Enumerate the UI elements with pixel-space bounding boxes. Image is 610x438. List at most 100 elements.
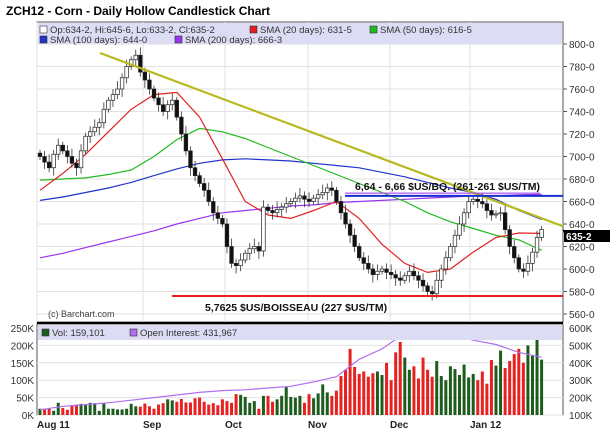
candle-filled — [270, 210, 275, 214]
volume-bar — [289, 396, 293, 415]
candle-filled — [183, 133, 189, 152]
volume-bar — [325, 392, 329, 415]
volume-bar — [43, 408, 47, 415]
candle-filled — [507, 229, 512, 247]
volume-bar — [175, 401, 179, 415]
candle-filled — [265, 206, 271, 211]
candle-hollow — [461, 212, 467, 225]
candle-hollow — [297, 195, 303, 199]
volume-bar — [421, 357, 425, 415]
volume-bar — [61, 408, 65, 415]
candle-filled — [475, 198, 480, 202]
volume-bar — [316, 393, 320, 415]
volume-bar — [88, 402, 92, 415]
candle-hollow — [284, 203, 289, 208]
candle-hollow — [534, 237, 540, 253]
candle-hollow — [434, 279, 439, 295]
x-tick-label: Oct — [225, 420, 242, 431]
candle-filled — [46, 161, 52, 169]
volume-y-tick-label: 200K — [11, 341, 35, 352]
volume-bar — [517, 348, 521, 415]
volume-bar — [120, 409, 124, 415]
candle-hollow — [252, 246, 257, 250]
volume-bar — [494, 365, 498, 415]
candle-filled — [502, 212, 508, 230]
x-tick-label: Nov — [308, 420, 327, 431]
volume-bar — [321, 384, 325, 415]
y-tick-label: 560-0 — [569, 310, 595, 321]
volume-bar — [302, 402, 306, 415]
volume-bar — [230, 402, 234, 415]
volume-bar — [207, 404, 211, 415]
volume-bar — [157, 404, 161, 415]
candle-filled — [343, 212, 348, 225]
volume-bar — [65, 409, 69, 415]
candle-filled — [151, 88, 157, 99]
volume-bar — [480, 371, 484, 415]
y-tick-label: 720-0 — [569, 130, 595, 141]
volume-bar — [271, 401, 275, 415]
volume-bar — [467, 377, 471, 415]
candle-filled — [370, 268, 376, 275]
volume-bar — [147, 406, 151, 415]
volume-bar — [453, 369, 457, 415]
volume-bar — [312, 398, 316, 415]
candle-hollow — [51, 153, 56, 169]
candle-filled — [516, 257, 521, 270]
candle-filled — [338, 201, 344, 214]
volume-bar — [74, 404, 78, 415]
candle-hollow — [133, 54, 138, 61]
y-tick-label: 680-0 — [569, 175, 595, 186]
candle-hollow — [439, 268, 444, 281]
volume-bar — [225, 401, 229, 415]
volume-bar — [353, 366, 357, 415]
volume-y-tick-label: 100K — [11, 376, 35, 387]
candle-hollow — [106, 99, 111, 110]
candle-hollow — [165, 104, 170, 112]
candle-hollow — [530, 251, 535, 264]
x-tick-label: Jan 12 — [470, 420, 502, 431]
candle-hollow — [101, 108, 106, 124]
volume-bar — [403, 357, 407, 415]
volume-bar — [102, 403, 106, 415]
legend-sma100: SMA (100 days): 644-0 — [50, 35, 147, 46]
volume-bar — [166, 399, 170, 415]
volume-bar — [84, 404, 88, 415]
y-tick-label: 700-0 — [569, 153, 595, 164]
candle-filled — [480, 201, 485, 205]
volume-bar — [307, 394, 311, 415]
volume-bar — [211, 403, 215, 415]
candle-filled — [302, 195, 307, 200]
volume-y-tick-label: 250K — [11, 324, 35, 335]
volume-bar — [252, 401, 256, 415]
candle-filled — [160, 104, 166, 112]
last-price-box — [564, 230, 610, 242]
candle-hollow — [115, 88, 120, 95]
legend-band — [38, 23, 562, 44]
volume-bar — [234, 394, 238, 415]
y-tick-label: 800-0 — [569, 40, 595, 51]
last-price-label: 635-2 — [566, 232, 592, 243]
candle-hollow — [402, 275, 407, 281]
candle-filled — [329, 187, 334, 191]
volume-bar — [334, 390, 338, 415]
volume-bar — [188, 402, 192, 415]
candle-filled — [156, 97, 161, 106]
candle-hollow — [466, 201, 471, 214]
candle-hollow — [471, 198, 476, 202]
candle-filled — [206, 189, 211, 202]
volume-bar — [512, 354, 516, 415]
volume-bar — [526, 345, 530, 415]
volume-bar — [439, 376, 443, 415]
volume-bar — [371, 373, 375, 415]
candle-filled — [179, 116, 184, 135]
candle-filled — [215, 212, 220, 219]
candle-filled — [197, 175, 202, 184]
volume-y-tick-label: 150K — [11, 359, 35, 370]
volume-bar — [170, 400, 174, 415]
y-tick-label: 660-0 — [569, 198, 595, 209]
legend-sma20-swatch — [249, 25, 258, 34]
volume-bar — [540, 359, 544, 415]
